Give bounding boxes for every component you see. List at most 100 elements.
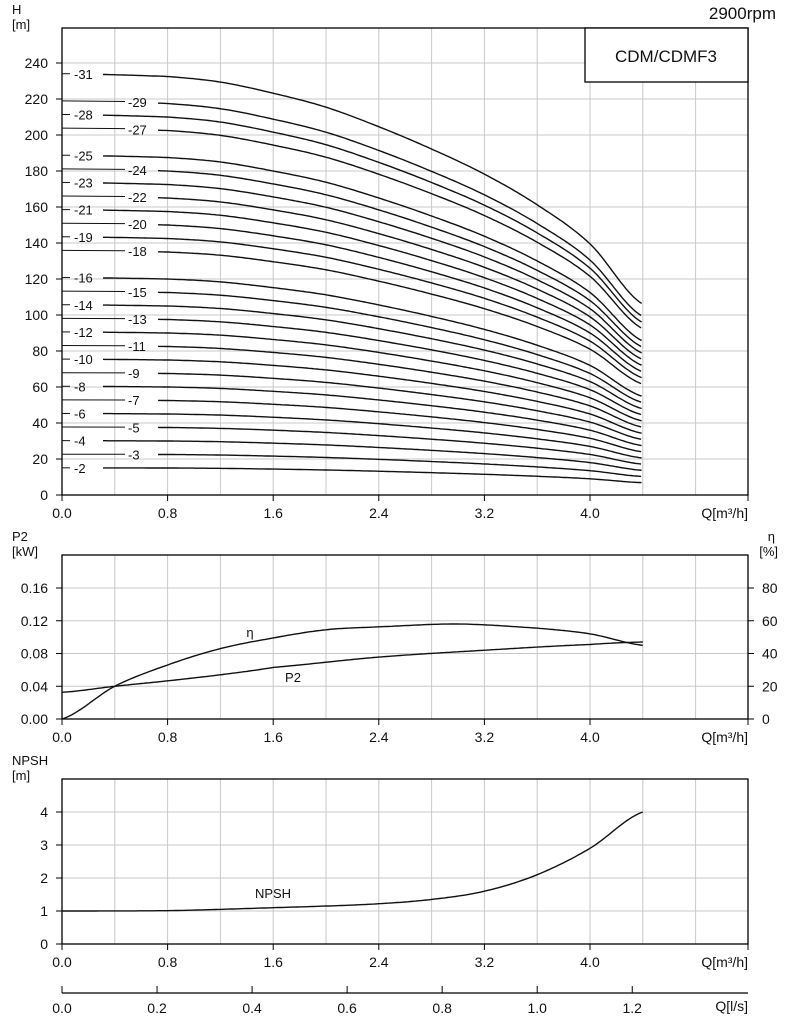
head-curve xyxy=(158,251,642,385)
curve-label: -31 xyxy=(74,67,93,82)
y-tick-label: 4 xyxy=(40,804,48,820)
efficiency-curve xyxy=(61,623,643,720)
x-tick-label: 3.2 xyxy=(475,954,495,970)
power-curve-label: P2 xyxy=(285,670,301,685)
y-tick-label: 0 xyxy=(40,936,48,952)
curve-label: -29 xyxy=(128,95,147,110)
curve-lead xyxy=(61,100,126,103)
plot-frame xyxy=(61,27,749,496)
x-axis-label: Q[m³/h] xyxy=(701,505,748,521)
x-tick-label: 3.2 xyxy=(475,505,495,521)
curve-label: -23 xyxy=(74,176,93,191)
curve-lead xyxy=(61,195,126,198)
head-curve xyxy=(157,129,642,329)
curve-label: -8 xyxy=(74,379,86,394)
head-curve xyxy=(103,182,642,354)
curve-label: -13 xyxy=(128,312,147,327)
x-tick-label: 0.8 xyxy=(432,1000,452,1016)
head-curve xyxy=(103,440,642,471)
curve-label: -5 xyxy=(128,420,140,435)
y-tick-label: 0.00 xyxy=(21,711,48,727)
curve-label: -4 xyxy=(74,434,86,449)
head-curve xyxy=(103,331,642,422)
y-tick-label: 0.04 xyxy=(21,678,48,694)
x-tick-label: 0.8 xyxy=(158,729,178,745)
x-tick-label: 1.6 xyxy=(263,729,283,745)
head-curve xyxy=(158,399,642,453)
flow-ls-axis: 0.0 0.2 0.4 0.6 0.8 1.0 1.2 Q[l/s] xyxy=(52,986,748,1016)
x-tick-label: 0.2 xyxy=(147,1000,167,1016)
x-tick-label: 0.0 xyxy=(52,1000,72,1016)
y-tick-label: 60 xyxy=(32,379,48,395)
power-curve xyxy=(61,641,643,693)
curve-label: -2 xyxy=(74,461,86,476)
y2-tick-label: 40 xyxy=(762,646,778,662)
y-tick-label: 80 xyxy=(32,343,48,359)
y-tick-label: 220 xyxy=(25,91,49,107)
x-axis-label: Q[m³/h] xyxy=(701,729,748,745)
curve-label: -6 xyxy=(74,406,86,421)
head-chart: 0 20 40 60 80 100 120 140 160 180 200 220 240 0.0 0.8 1… xyxy=(12,2,749,521)
head-curve xyxy=(103,155,642,342)
y-tick-label: 3 xyxy=(40,837,48,853)
y-axis-unit: [kW] xyxy=(12,544,38,559)
y-tick-label: 140 xyxy=(25,235,49,251)
head-curve xyxy=(158,224,642,372)
curve-label: -25 xyxy=(74,148,93,163)
y-tick-label: 0.12 xyxy=(21,613,48,629)
y-tick-label: 40 xyxy=(32,415,48,431)
curve-label: -12 xyxy=(74,325,93,340)
y-axis-unit: [m] xyxy=(12,768,30,783)
y-tick-label: 20 xyxy=(32,451,48,467)
y-tick-label: 200 xyxy=(25,127,49,143)
curve-label: -24 xyxy=(128,163,147,178)
y-axis-unit: [m] xyxy=(12,17,30,32)
y2-tick-label: 60 xyxy=(762,613,778,629)
curve-label: -27 xyxy=(128,122,147,137)
x-tick-label: 4.0 xyxy=(580,505,600,521)
head-curve xyxy=(158,345,642,428)
head-curve xyxy=(103,304,642,410)
head-curve xyxy=(157,170,642,348)
y-tick-label: 100 xyxy=(25,307,49,323)
y-tick-label: 180 xyxy=(25,163,49,179)
curve-label: -14 xyxy=(74,298,93,313)
efficiency-curve-label: η xyxy=(246,625,253,640)
head-curve xyxy=(157,426,642,465)
y-tick-label: 120 xyxy=(25,271,49,287)
head-curve xyxy=(157,318,642,416)
y-tick-label: 0 xyxy=(40,487,48,503)
x-axis-label: Q[l/s] xyxy=(715,998,748,1014)
y-tick-label: 2 xyxy=(40,870,48,886)
x-tick-label: 1.0 xyxy=(527,1000,547,1016)
y-axis-label: P2 xyxy=(12,529,28,544)
curve-lead xyxy=(61,127,126,130)
curve-label: -3 xyxy=(128,447,140,462)
curve-label: -10 xyxy=(74,352,93,367)
y-tick-label: 0.16 xyxy=(21,580,48,596)
curve-label: -9 xyxy=(128,366,140,381)
y2-tick-label: 80 xyxy=(762,580,778,596)
y-tick-label: 160 xyxy=(25,199,49,215)
head-curve xyxy=(158,372,642,440)
head-curve xyxy=(157,197,642,360)
head-curve xyxy=(103,236,642,379)
curve-label: -22 xyxy=(128,190,147,205)
head-curve xyxy=(102,358,642,434)
x-tick-label: 0.0 xyxy=(52,505,72,521)
head-curve xyxy=(103,114,642,323)
curve-lead xyxy=(61,168,126,170)
x-tick-label: 1.2 xyxy=(623,1000,643,1016)
curve-label: -28 xyxy=(74,108,93,123)
head-curve xyxy=(103,73,642,304)
y2-tick-label: 0 xyxy=(762,711,770,727)
y-tick-label: 0.08 xyxy=(21,646,48,662)
x-tick-label: 0.8 xyxy=(158,505,178,521)
curve-label: -18 xyxy=(128,244,147,259)
x-tick-label: 0.0 xyxy=(52,729,72,745)
x-tick-label: 1.6 xyxy=(263,505,283,521)
x-tick-label: 1.6 xyxy=(263,954,283,970)
y2-axis-unit: [%] xyxy=(759,544,778,559)
